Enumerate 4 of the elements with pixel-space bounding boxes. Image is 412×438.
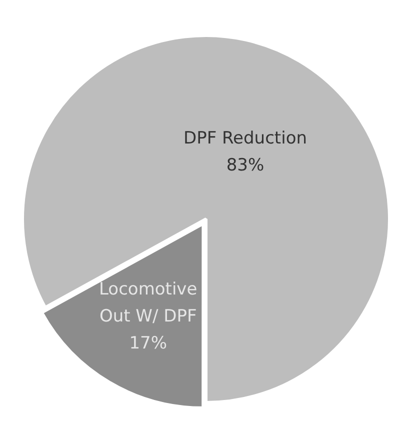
slice-label: Locomotive Out W/ DPF xyxy=(98,279,198,326)
data-label: 17% xyxy=(129,333,167,354)
slice-label: DPF Reduction xyxy=(183,128,307,149)
data-label: 83% xyxy=(226,156,264,176)
